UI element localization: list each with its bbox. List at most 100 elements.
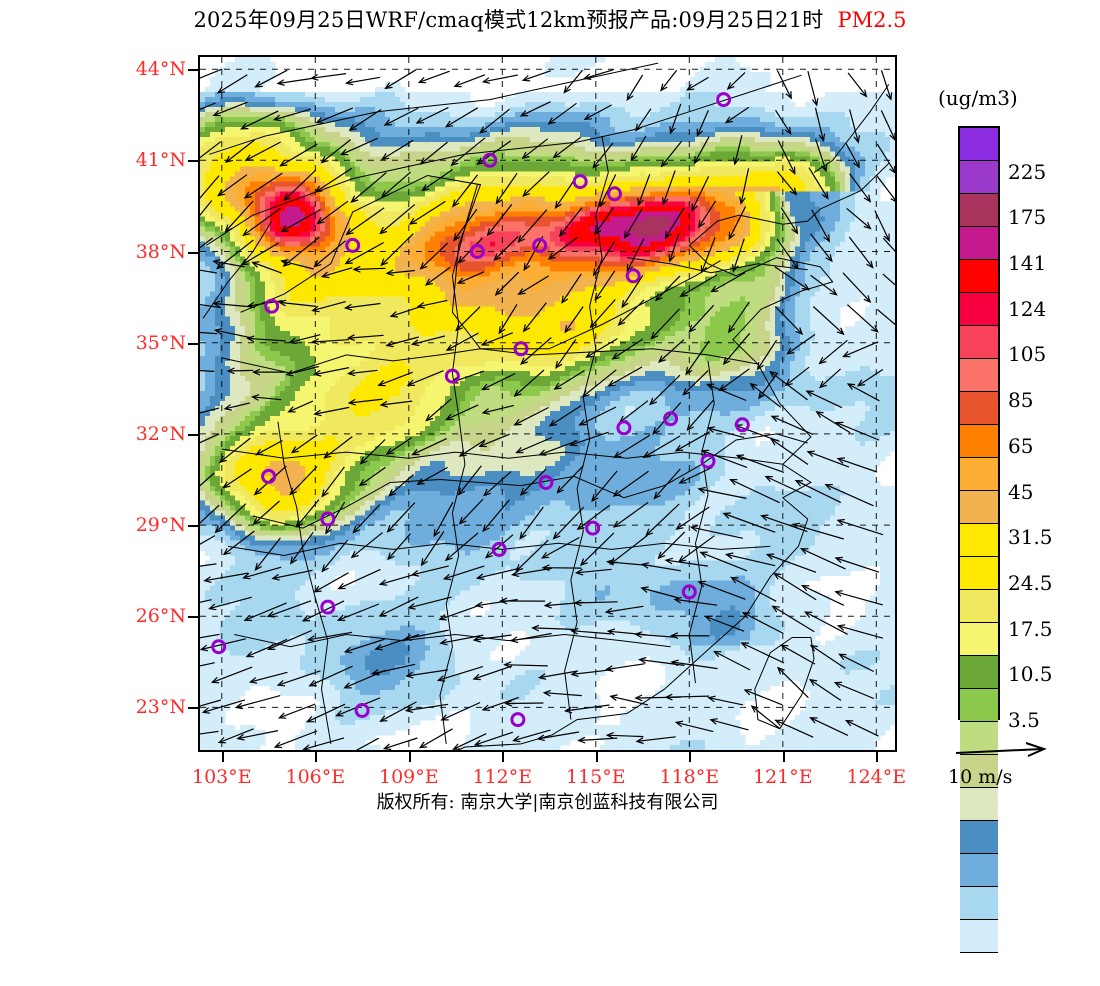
longitude-label: 109°E bbox=[378, 766, 439, 788]
colorbar-gradient[interactable] bbox=[958, 126, 1000, 986]
colorbar-band bbox=[960, 887, 998, 920]
station-marker[interactable] bbox=[572, 174, 588, 190]
station-marker[interactable] bbox=[491, 541, 507, 557]
longitude-label: 106°E bbox=[285, 766, 346, 788]
colorbar-tick-label: 45 bbox=[1008, 479, 1034, 504]
colorbar-band bbox=[960, 491, 998, 524]
latitude-tick bbox=[188, 69, 198, 72]
longitude-tick bbox=[315, 752, 318, 762]
colorbar-tick-label: 124 bbox=[1008, 296, 1047, 321]
longitude-label: 112°E bbox=[472, 766, 533, 788]
station-marker[interactable] bbox=[716, 92, 732, 108]
colorbar-band bbox=[960, 359, 998, 392]
latitude-label: 38°N bbox=[135, 240, 186, 263]
station-marker[interactable] bbox=[607, 186, 622, 202]
longitude-label: 103°E bbox=[191, 766, 252, 788]
colorbar-tick-label: 85 bbox=[1008, 388, 1034, 413]
latitude-label: 29°N bbox=[135, 514, 186, 537]
colorbar-tick-label: 31.5 bbox=[1008, 525, 1053, 550]
station-marker[interactable] bbox=[320, 511, 336, 527]
colorbar-band bbox=[960, 755, 998, 788]
station-marker[interactable] bbox=[734, 417, 750, 433]
longitude-tick bbox=[221, 752, 224, 762]
colorbar-tick-labels: 225 175 141 124 105 85 65 45 31.5 24.5 17.5 10.5 3.5 bbox=[1008, 126, 1098, 732]
colorbar-tick-label: 65 bbox=[1008, 433, 1034, 458]
station-marker[interactable] bbox=[625, 268, 641, 284]
colorbar-band bbox=[960, 689, 998, 722]
colorbar-band bbox=[960, 788, 998, 821]
colorbar-band bbox=[960, 854, 998, 887]
colorbar-band bbox=[960, 227, 998, 260]
page-title: 2025年09月25日WRF/cmaq模式12km预报产品:09月25日21时 P… bbox=[0, 4, 1100, 38]
title-main-text: 2025年09月25日WRF/cmaq模式12km预报产品:09月25日21时 bbox=[193, 8, 824, 32]
colorbar-band bbox=[960, 722, 998, 755]
station-marker[interactable] bbox=[320, 599, 336, 615]
latitude-tick bbox=[188, 707, 198, 710]
latitude-label: 32°N bbox=[135, 422, 186, 445]
colorbar-band bbox=[960, 590, 998, 623]
latitude-label: 26°N bbox=[135, 605, 186, 628]
colorbar-tick-label: 10.5 bbox=[1008, 662, 1053, 687]
longitude-tick bbox=[502, 752, 505, 762]
longitude-tick bbox=[595, 752, 598, 762]
station-marker[interactable] bbox=[538, 475, 554, 490]
colorbar-band bbox=[960, 425, 998, 458]
colorbar-band bbox=[960, 260, 998, 293]
station-marker[interactable] bbox=[261, 468, 277, 484]
colorbar-band bbox=[960, 293, 998, 326]
wind-scale-legend: 10 m/s bbox=[948, 742, 1098, 794]
colorbar-band bbox=[960, 392, 998, 425]
longitude-tick bbox=[876, 752, 879, 762]
copyright-credit: 版权所有: 南京大学|南京创蓝科技有限公司 bbox=[376, 792, 719, 813]
map-plot-frame[interactable] bbox=[198, 55, 897, 752]
station-marker[interactable] bbox=[663, 411, 679, 427]
latitude-tick bbox=[188, 616, 198, 619]
colorbar-band bbox=[960, 326, 998, 359]
colorbar-band bbox=[960, 128, 998, 161]
station-marker[interactable] bbox=[354, 703, 370, 718]
station-marker[interactable] bbox=[616, 420, 632, 436]
station-marker[interactable] bbox=[585, 520, 601, 536]
colorbar-tick-label: 17.5 bbox=[1008, 616, 1053, 641]
graticule bbox=[200, 57, 895, 750]
longitude-label: 115°E bbox=[565, 766, 626, 788]
colorbar-band bbox=[960, 656, 998, 689]
colorbar-band bbox=[960, 623, 998, 656]
administrative-boundaries bbox=[202, 62, 890, 750]
longitude-label: 118°E bbox=[659, 766, 720, 788]
latitude-label: 23°N bbox=[135, 696, 186, 719]
colorbar-band bbox=[960, 194, 998, 227]
station-marker[interactable] bbox=[681, 584, 697, 600]
station-marker[interactable] bbox=[469, 244, 485, 259]
station-marker[interactable] bbox=[700, 453, 716, 469]
station-marker[interactable] bbox=[345, 237, 361, 253]
colorbar-band bbox=[960, 557, 998, 590]
station-marker[interactable] bbox=[444, 368, 460, 384]
longitude-tick bbox=[408, 752, 411, 762]
station-marker[interactable] bbox=[510, 712, 526, 728]
wind-vector-field bbox=[200, 68, 895, 750]
station-marker[interactable] bbox=[532, 237, 548, 253]
right-arrow-icon bbox=[955, 742, 1047, 757]
title-species-text: PM2.5 bbox=[837, 8, 907, 32]
colorbar-band bbox=[960, 524, 998, 557]
station-marker[interactable] bbox=[482, 152, 498, 168]
colorbar-tick-label: 175 bbox=[1008, 205, 1047, 230]
forecast-map-canvas[interactable] bbox=[200, 57, 895, 750]
latitude-tick bbox=[188, 525, 198, 528]
latitude-label: 35°N bbox=[135, 331, 186, 354]
latitude-label: 44°N bbox=[135, 58, 186, 81]
colorbar-tick-label: 105 bbox=[1008, 342, 1047, 367]
colorbar-band bbox=[960, 821, 998, 854]
station-marker[interactable] bbox=[211, 639, 227, 655]
station-marker[interactable] bbox=[264, 298, 280, 314]
latitude-tick bbox=[188, 251, 198, 254]
colorbar-tick-label: 3.5 bbox=[1008, 708, 1040, 732]
longitude-label: 124°E bbox=[846, 766, 907, 788]
colorbar-band bbox=[960, 920, 998, 953]
pm25-contour-field bbox=[200, 57, 895, 750]
station-marker[interactable] bbox=[513, 341, 529, 357]
station-markers[interactable] bbox=[211, 92, 750, 728]
longitude-label: 121°E bbox=[752, 766, 813, 788]
longitude-tick bbox=[689, 752, 692, 762]
